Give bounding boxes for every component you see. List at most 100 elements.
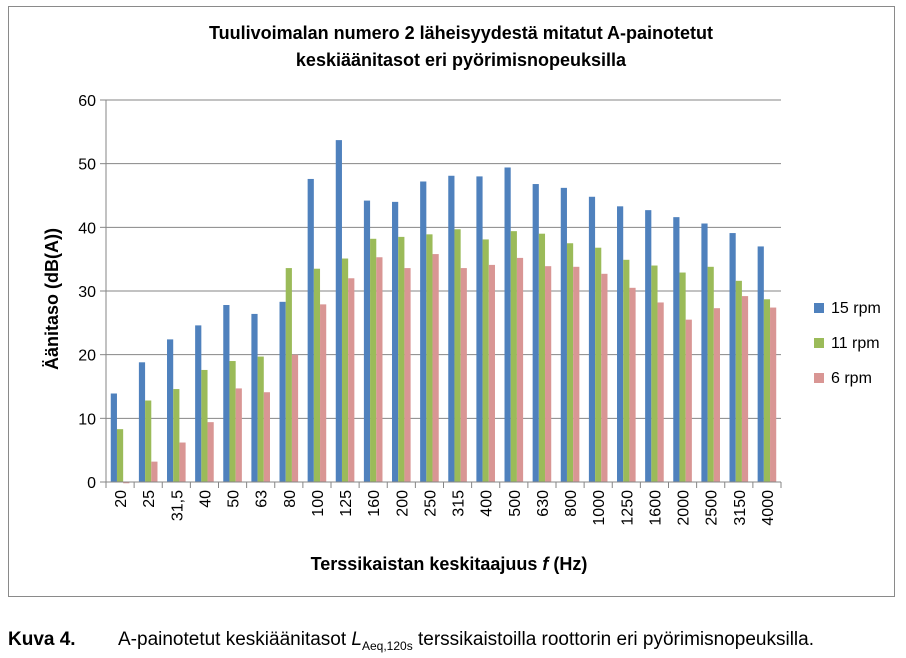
bar-15-rpm-1000: [588, 196, 596, 483]
bar-15-rpm-630: [532, 184, 539, 483]
bar-11-rpm-1000: [595, 247, 602, 482]
bar-11-rpm-315: [454, 229, 461, 482]
chart-title-line-2: keskiäänitasot eri pyörimisnopeuksilla: [296, 50, 627, 70]
bar-11-rpm-250: [426, 234, 433, 482]
bar-6-rpm-63: [263, 392, 270, 482]
bar-6-rpm-50: [235, 388, 242, 482]
bar-11-rpm-400: [482, 239, 489, 482]
bar-15-rpm-500: [504, 167, 511, 482]
bar-6-rpm-125: [348, 278, 355, 482]
bar-6-rpm-40: [207, 422, 214, 482]
bar-11-rpm-800: [566, 243, 574, 482]
bar-6-rpm-1600: [657, 302, 664, 482]
caption-symbol: L: [351, 629, 362, 650]
y-tick-label: 60: [78, 93, 96, 110]
y-tick-labels: 0 10 20 30 40 50 60: [78, 93, 96, 492]
bar-11-rpm-1250: [623, 259, 630, 482]
x-tick-label: 50: [226, 490, 243, 508]
bar-15-rpm-1250: [617, 206, 624, 482]
x-tick-label: 630: [535, 490, 552, 517]
bar-15-rpm-800: [560, 187, 567, 483]
bar-15-rpm-2500: [701, 223, 708, 482]
x-tick-label: 31,5: [169, 490, 186, 521]
bars: [110, 140, 777, 484]
bar-6-rpm-2000: [685, 319, 692, 482]
caption-text-end: terssikaistoilla roottorin eri pyörimisn…: [412, 629, 814, 650]
x-tick-label: 250: [422, 490, 439, 517]
x-tick-label: 200: [394, 490, 411, 517]
x-tick-label: 40: [197, 490, 214, 508]
legend-swatch-11-rpm: [814, 338, 824, 348]
x-tick-label: 100: [310, 490, 327, 517]
y-tick-label: 30: [78, 284, 96, 301]
gridlines: [106, 99, 781, 419]
bar-15-rpm-31-5: [167, 339, 174, 482]
bar-15-rpm-20: [110, 393, 117, 482]
bar-11-rpm-2500: [707, 266, 714, 482]
legend-label-11-rpm: 11 rpm: [831, 335, 880, 352]
bar-6-rpm-2500: [713, 308, 720, 482]
bar-11-rpm-25: [145, 400, 152, 482]
x-tick-label: 315: [451, 490, 468, 517]
bar-6-rpm-500: [516, 257, 524, 482]
bar-6-rpm-3150: [741, 296, 749, 482]
x-tick-label: 80: [282, 490, 299, 508]
bar-6-rpm-80: [291, 354, 299, 482]
bar-6-rpm-20: [123, 482, 130, 484]
bar-15-rpm-63: [251, 313, 258, 482]
bar-6-rpm-200: [404, 268, 411, 482]
bar-11-rpm-200: [398, 236, 405, 482]
bar-11-rpm-4000: [763, 299, 771, 482]
x-tick-label: 20: [113, 490, 130, 508]
x-tick-label: 1600: [647, 490, 664, 526]
bar-11-rpm-630: [538, 233, 546, 482]
bar-6-rpm-4000: [770, 307, 777, 482]
bar-15-rpm-125: [335, 140, 342, 483]
bar-15-rpm-40: [195, 325, 202, 482]
bar-chart: Tuulivoimalan numero 2 läheisyydestä mit…: [42, 23, 881, 574]
bar-15-rpm-3150: [729, 233, 736, 482]
x-tick-label: 1250: [619, 490, 636, 526]
bar-6-rpm-1000: [601, 273, 608, 482]
y-tick-label: 40: [78, 220, 96, 237]
bar-15-rpm-200: [392, 201, 399, 482]
bar-15-rpm-25: [138, 362, 146, 482]
bar-15-rpm-2000: [673, 217, 680, 482]
bar-15-rpm-1600: [645, 210, 652, 483]
x-tick-label: 2000: [676, 490, 693, 526]
bar-11-rpm-160: [370, 238, 377, 482]
chart-title-line-1: Tuulivoimalan numero 2 läheisyydestä mit…: [209, 23, 713, 43]
bar-15-rpm-315: [448, 175, 455, 482]
x-tick-label: 4000: [760, 490, 777, 526]
bar-6-rpm-160: [376, 257, 383, 482]
caption-label: Kuva 4.: [8, 629, 76, 650]
bar-6-rpm-800: [573, 266, 580, 482]
bar-11-rpm-40: [201, 369, 208, 482]
bar-11-rpm-31-5: [173, 389, 180, 482]
bar-15-rpm-100: [307, 178, 314, 483]
bar-6-rpm-250: [432, 254, 439, 482]
bar-15-rpm-160: [363, 200, 371, 483]
x-tick-label: 400: [479, 490, 496, 517]
bar-11-rpm-100: [313, 268, 321, 482]
bar-11-rpm-20: [116, 429, 124, 482]
legend-swatch-15-rpm: [814, 303, 824, 313]
x-axis-label-variable: f: [542, 554, 550, 574]
caption-text-start: A-painotetut keskiäänitasot: [118, 629, 352, 650]
bar-15-rpm-50: [223, 305, 230, 482]
y-tick-label: 50: [78, 157, 96, 174]
x-tick-label: 500: [507, 490, 524, 517]
legend: 15 rpm 11 rpm 6 rpm: [814, 300, 881, 387]
x-tick-label: 1000: [591, 490, 608, 526]
x-tick-labels: 20 25 31,5 40 50 63 80 100 125 160 200 250 315 400 500…: [113, 490, 777, 526]
bar-15-rpm-4000: [757, 246, 764, 482]
bar-11-rpm-63: [257, 356, 264, 482]
bar-11-rpm-50: [229, 361, 236, 482]
y-tick-label: 20: [78, 348, 96, 365]
chart-title: Tuulivoimalan numero 2 läheisyydestä mit…: [209, 23, 713, 70]
x-tick-label: 800: [563, 490, 580, 517]
bar-15-rpm-250: [420, 181, 427, 482]
legend-label-15-rpm: 15 rpm: [831, 300, 881, 317]
bar-11-rpm-1600: [651, 265, 658, 482]
x-tick-label: 25: [141, 490, 158, 508]
